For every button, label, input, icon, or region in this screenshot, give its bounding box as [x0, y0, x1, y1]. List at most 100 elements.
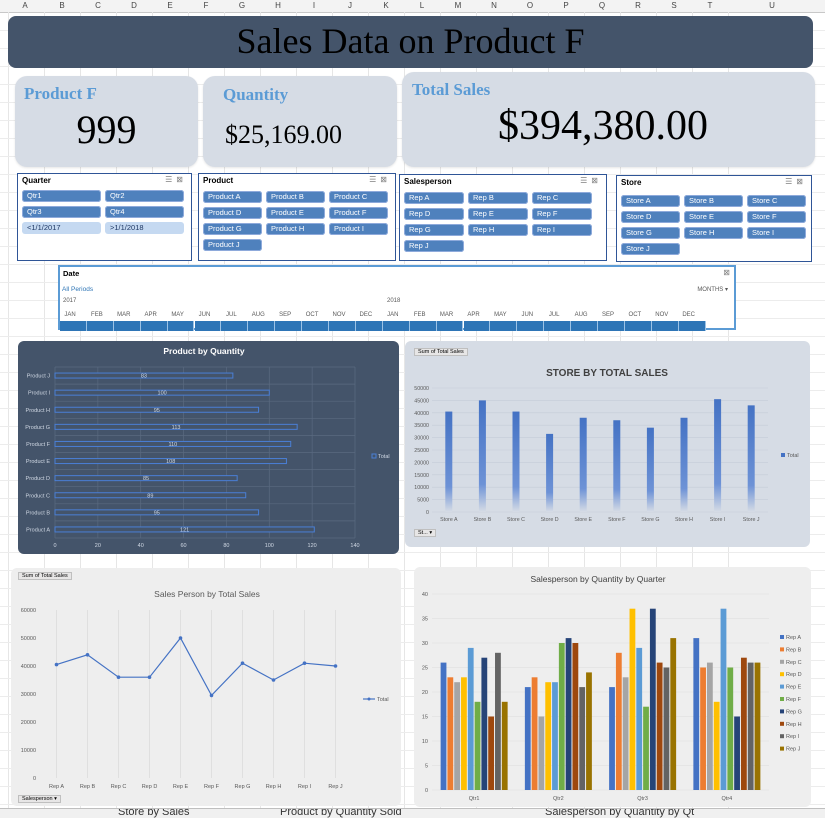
- slicer-salesperson-item[interactable]: Rep D: [404, 208, 464, 220]
- timeline-month-bar[interactable]: [382, 321, 410, 331]
- bar[interactable]: [579, 417, 587, 512]
- bar[interactable]: [747, 405, 755, 512]
- bar[interactable]: [747, 662, 754, 790]
- bar[interactable]: [643, 706, 649, 790]
- field-button-sum-total-sales[interactable]: Sum of Total Sales: [18, 572, 72, 580]
- bar[interactable]: [531, 677, 538, 790]
- column-header-l[interactable]: L: [419, 1, 425, 10]
- timeline-month-bar[interactable]: [167, 321, 195, 331]
- bar[interactable]: [54, 492, 247, 499]
- slicer-store-item[interactable]: Store J: [621, 243, 680, 255]
- bar[interactable]: [615, 652, 622, 790]
- field-button-store-axis[interactable]: St... ▾: [414, 529, 437, 537]
- multi-select-icon[interactable]: ☰: [580, 176, 592, 185]
- bar[interactable]: [512, 411, 520, 512]
- column-header-n[interactable]: N: [491, 1, 497, 10]
- slicer-product-item[interactable]: Product F: [329, 207, 388, 219]
- data-point[interactable]: [240, 661, 245, 665]
- bar[interactable]: [54, 526, 315, 533]
- bar[interactable]: [649, 608, 656, 790]
- bar[interactable]: [734, 716, 740, 791]
- bar[interactable]: [545, 682, 552, 790]
- bar[interactable]: [629, 608, 636, 790]
- chart-salesperson-quantity-by-quarter[interactable]: Salesperson by Quantity by Quarter 0 5 10 15…: [414, 567, 811, 807]
- bar[interactable]: [740, 657, 747, 790]
- bar[interactable]: [54, 423, 298, 430]
- column-header-c[interactable]: C: [95, 1, 101, 10]
- slicer-product-item[interactable]: Product G: [203, 223, 262, 235]
- slicer-store-item[interactable]: Store A: [621, 195, 680, 207]
- timeline-month-bar[interactable]: [86, 321, 114, 331]
- chart-product-by-quantity[interactable]: Product by Quantity 0 20 40 60 80 100 120 140 Pro…: [18, 341, 399, 554]
- series-line[interactable]: [56, 636, 336, 697]
- column-header-h[interactable]: H: [275, 1, 281, 10]
- bar[interactable]: [713, 701, 720, 790]
- column-header-o[interactable]: O: [526, 1, 534, 10]
- chart-salesperson-by-total-sales[interactable]: Sales Person by Total Sales 0 10000 20000 30…: [11, 568, 401, 806]
- timeline-month-bar[interactable]: [544, 321, 572, 331]
- slicer-product-item[interactable]: Product H: [266, 223, 325, 235]
- column-header-s[interactable]: S: [671, 1, 677, 10]
- bar[interactable]: [54, 509, 260, 516]
- sheet-tab-salesperson-by-quarter[interactable]: Salesperson by Quantity by Qt: [545, 808, 695, 818]
- data-point[interactable]: [209, 693, 214, 698]
- bar[interactable]: [572, 643, 579, 790]
- slicer-salesperson-item[interactable]: Rep H: [468, 224, 528, 236]
- slicer-salesperson-item[interactable]: Rep J: [404, 240, 464, 252]
- slicer-product-item[interactable]: Product J: [203, 239, 262, 251]
- slicer-salesperson-item[interactable]: Rep G: [404, 224, 464, 236]
- timeline-month-bar[interactable]: [463, 321, 491, 331]
- column-header-t[interactable]: T: [707, 1, 713, 10]
- column-header-u[interactable]: U: [769, 1, 775, 10]
- slicer-store-item[interactable]: Store E: [684, 211, 743, 223]
- bar[interactable]: [663, 667, 670, 791]
- bar[interactable]: [552, 682, 558, 790]
- slicer-product-item[interactable]: Product C: [329, 191, 388, 203]
- bar[interactable]: [754, 662, 761, 790]
- timeline-month-bar[interactable]: [624, 321, 652, 331]
- bar[interactable]: [501, 701, 508, 790]
- timeline-month-bar[interactable]: [436, 321, 464, 331]
- bar[interactable]: [461, 677, 467, 790]
- bar[interactable]: [478, 400, 486, 512]
- timeline-month-bar[interactable]: [275, 321, 303, 331]
- slicer-product-item[interactable]: Product A: [203, 191, 262, 203]
- bar[interactable]: [54, 475, 238, 482]
- timeline-month-bar[interactable]: [113, 321, 141, 331]
- bar[interactable]: [656, 662, 663, 790]
- column-header-m[interactable]: M: [454, 1, 462, 10]
- bar[interactable]: [646, 427, 654, 512]
- column-header-d[interactable]: D: [131, 1, 137, 10]
- slicer-store-item[interactable]: Store C: [747, 195, 806, 207]
- sheet-tab-store-by-sales[interactable]: Store by Sales: [118, 808, 190, 818]
- timeline-month-bar[interactable]: [355, 321, 383, 331]
- bar[interactable]: [474, 701, 481, 790]
- slicer-quarter-item[interactable]: Qtr1: [22, 190, 101, 202]
- timeline-date[interactable]: Date ⊠ All Periods MONTHS ▾ 2017 2018 JA…: [58, 265, 736, 331]
- timeline-month-bar[interactable]: [490, 321, 518, 331]
- bar[interactable]: [609, 687, 615, 790]
- bar[interactable]: [54, 406, 260, 413]
- slicer-product-item[interactable]: Product B: [266, 191, 325, 203]
- clear-filter-icon[interactable]: ⊠: [796, 177, 807, 186]
- slicer-salesperson-item[interactable]: Rep F: [532, 208, 592, 220]
- clear-filter-icon[interactable]: ⊠: [176, 175, 187, 184]
- bar[interactable]: [54, 372, 234, 379]
- bar[interactable]: [727, 667, 734, 791]
- timeline-month-bar[interactable]: [194, 321, 222, 331]
- slicer-product-item[interactable]: Product D: [203, 207, 262, 219]
- timeline-month-bar[interactable]: [571, 321, 598, 331]
- bar[interactable]: [700, 667, 706, 791]
- timeline-month-bar[interactable]: [140, 321, 168, 331]
- slicer-store-item[interactable]: Store F: [747, 211, 806, 223]
- data-point[interactable]: [116, 675, 121, 679]
- timeline-month-bar[interactable]: [60, 321, 87, 331]
- data-point[interactable]: [178, 636, 183, 640]
- bar[interactable]: [481, 657, 488, 790]
- clear-filter-icon[interactable]: ⊠: [591, 176, 602, 185]
- timeline-month-bar[interactable]: [248, 321, 276, 331]
- bar[interactable]: [488, 716, 495, 791]
- bar[interactable]: [54, 389, 270, 396]
- timeline-month-bar[interactable]: [302, 321, 329, 331]
- slicer-store[interactable]: Store ☰⊠ Store A Store B Store C Store D Sto…: [616, 175, 812, 262]
